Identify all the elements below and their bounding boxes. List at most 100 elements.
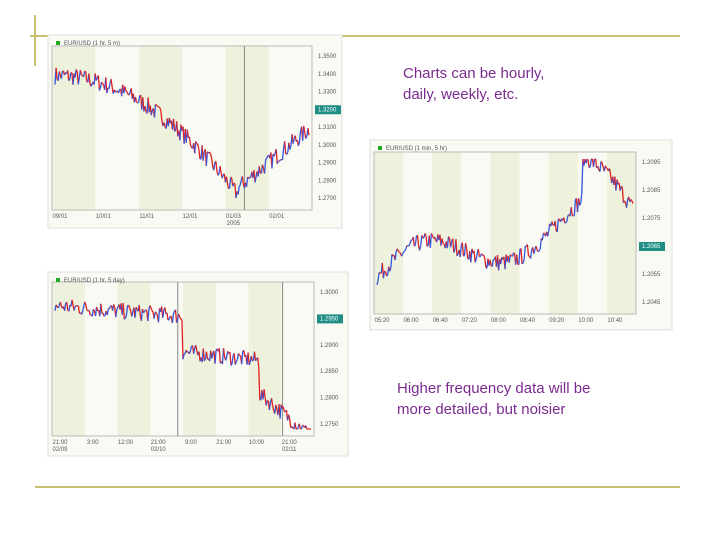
price-tick: [222, 348, 226, 358]
price-tick: [541, 233, 545, 241]
price-tick: [276, 160, 279, 165]
price-tick: [447, 236, 451, 239]
price-tick: [265, 158, 268, 161]
price-tick: [456, 253, 459, 257]
price-tick: [150, 307, 153, 311]
price-tick: [268, 401, 272, 411]
price-tick: [399, 251, 401, 254]
price-tick: [521, 262, 524, 265]
price-tick: [74, 69, 77, 78]
price-tick: [297, 141, 301, 147]
price-tick: [258, 166, 261, 174]
price-tick: [547, 231, 550, 237]
price-tick: [273, 152, 276, 157]
price-tick: [218, 348, 221, 364]
price-tick: [286, 151, 289, 155]
price-tick: [168, 315, 171, 320]
price-tick: [563, 217, 566, 224]
price-tick: [520, 248, 523, 264]
price-tick: [68, 304, 71, 312]
price-tick: [404, 248, 407, 252]
price-tick: [126, 91, 129, 95]
y-label: 1.3500: [318, 54, 337, 60]
price-tick: [68, 78, 71, 82]
price-tick: [205, 151, 209, 166]
price-tick: [153, 104, 157, 118]
price-tick: [554, 220, 557, 232]
price-tick: [172, 310, 176, 315]
price-tick: [619, 186, 622, 191]
price-tick: [195, 345, 198, 352]
price-tick: [491, 259, 494, 267]
price-tick: [230, 363, 233, 366]
chart-title: EUR/USD (1 hr, 5 m): [64, 41, 120, 47]
price-tick: [55, 67, 58, 80]
price-tick: [630, 199, 633, 202]
price-tick: [270, 398, 274, 406]
y-label: 1.2900: [320, 343, 339, 349]
price-tick: [162, 310, 165, 318]
price-tick: [250, 356, 253, 362]
price-tick: [157, 308, 161, 323]
price-tick: [535, 245, 538, 250]
price-tick: [586, 158, 589, 161]
price-tick: [459, 245, 462, 258]
band: [490, 152, 520, 314]
band: [432, 152, 462, 314]
x-label: 08:00: [491, 318, 507, 324]
price-tick: [298, 130, 302, 142]
legend-swatch: [56, 41, 60, 45]
price-tick: [233, 182, 236, 185]
price-tick: [599, 161, 602, 172]
price-tick: [282, 406, 285, 412]
price-box: [317, 314, 343, 324]
price-tick: [382, 270, 386, 279]
price-tick: [565, 221, 568, 224]
price-tick: [91, 309, 95, 317]
price-tick: [214, 350, 217, 364]
band: [117, 282, 151, 436]
price-tick: [172, 118, 176, 132]
price-tick: [136, 101, 138, 104]
price-tick: [129, 307, 132, 312]
price-tick: [127, 304, 131, 309]
price-tick: [198, 149, 201, 160]
chart-title: EUR/USD (1 hr, 5 day): [64, 278, 125, 284]
price-tick: [600, 161, 603, 164]
price-tick: [106, 87, 109, 94]
price-tick: [537, 250, 540, 253]
price-tick: [183, 352, 186, 355]
price-tick: [414, 235, 418, 245]
x-label: 08:40: [520, 318, 536, 324]
x-label: 21:00 02/10: [151, 440, 167, 453]
price-tick: [275, 404, 278, 410]
price-tick: [254, 176, 257, 183]
x-label: 10:40: [607, 318, 623, 324]
price-tick: [579, 202, 582, 206]
price-tick: [601, 162, 604, 168]
price-tick: [108, 305, 112, 310]
price-tick: [239, 180, 242, 186]
price-tick: [95, 77, 98, 81]
price-tick: [239, 354, 242, 357]
price-tick: [202, 151, 205, 161]
price-tick: [194, 141, 197, 154]
price-tick: [429, 233, 433, 248]
price-tick: [597, 166, 600, 171]
price-tick: [425, 236, 428, 247]
price-tick: [75, 69, 78, 73]
price-tick: [526, 244, 530, 256]
price-tick: [237, 353, 241, 356]
price-tick: [484, 257, 487, 268]
price-tick: [245, 176, 249, 187]
price-tick: [252, 359, 254, 362]
price-tick: [402, 251, 405, 255]
price-tick: [281, 148, 285, 160]
price-tick: [197, 144, 200, 150]
price-tick: [88, 310, 91, 316]
price-tick: [305, 425, 308, 430]
price-tick: [453, 249, 456, 253]
price-tick: [102, 83, 105, 86]
x-label: 10:00: [249, 440, 265, 446]
price-tick: [248, 361, 251, 366]
